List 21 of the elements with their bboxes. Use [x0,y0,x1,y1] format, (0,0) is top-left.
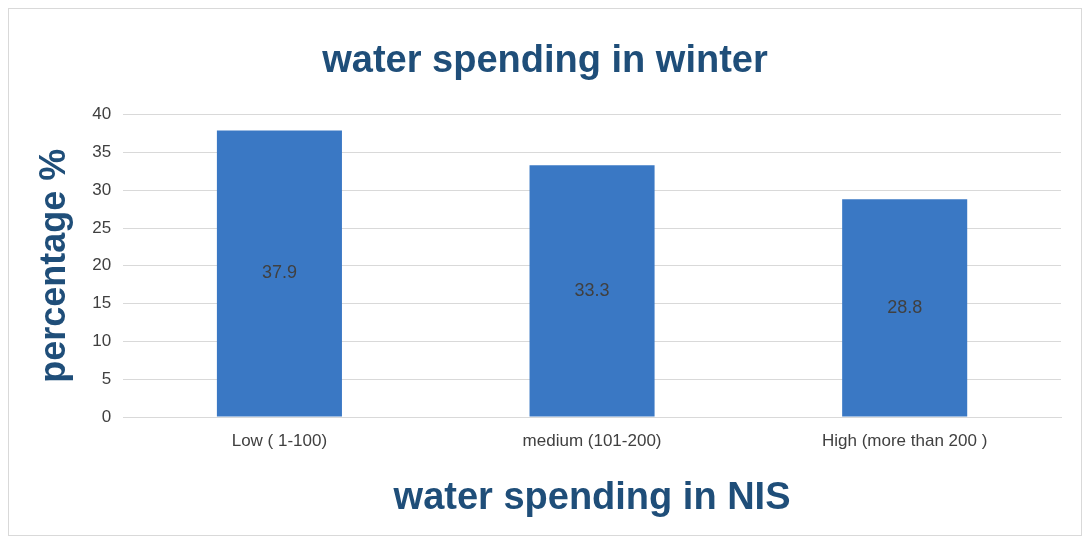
y-tick-label: 15 [92,293,112,313]
chart-title: water spending in winter [321,38,768,81]
x-tick-label: Low ( 1-100) [231,430,328,450]
y-tick-label: 25 [92,217,112,237]
y-tick-label: 10 [92,331,112,351]
y-tick-label: 40 [92,104,112,124]
data-label: 33.3 [574,279,610,300]
data-label: 28.8 [887,296,923,317]
data-label: 37.9 [261,262,297,283]
bar [216,130,342,417]
y-tick-label: 30 [92,179,112,199]
bar [842,199,968,417]
x-tick-label: High (more than 200 ) [822,430,988,450]
y-tick-label: 5 [101,368,112,388]
x-axis-title: water spending in NIS [392,474,791,517]
y-tick-label: 35 [92,142,112,162]
x-tick-label: medium (101-200) [522,430,662,450]
bar [529,165,655,417]
y-tick-label: 0 [101,406,112,426]
y-axis-title: percentage % [31,148,73,383]
y-tick-label: 20 [92,255,112,275]
